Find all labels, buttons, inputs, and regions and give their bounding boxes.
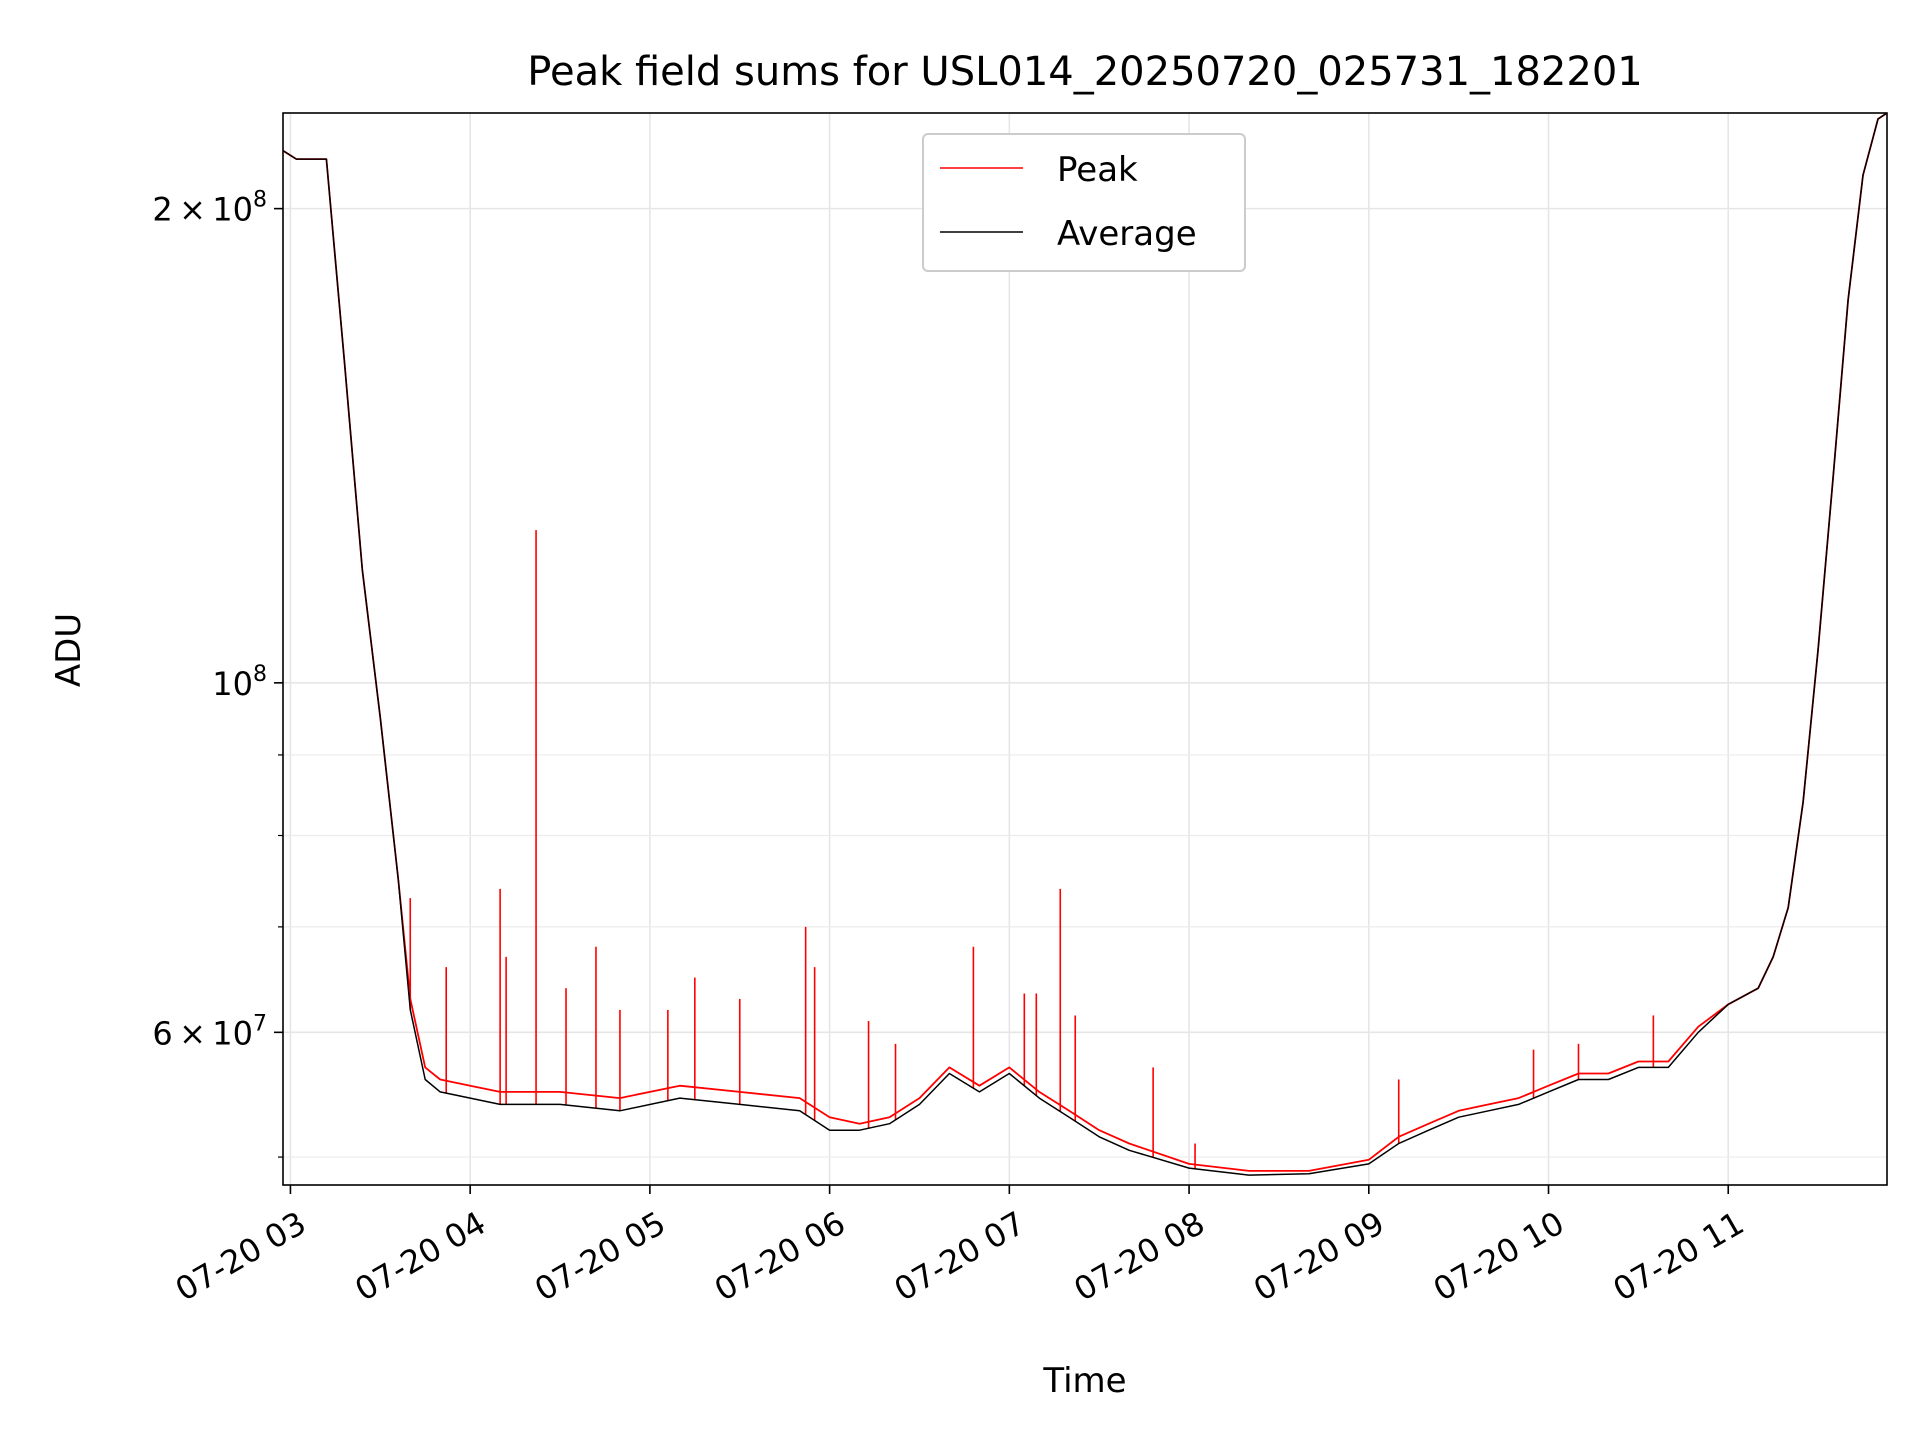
y-axis-label: ADU (49, 613, 89, 687)
y-tick-label: 108 (212, 662, 267, 703)
y-tick-label: 6 × 107 (152, 1011, 267, 1052)
plot-frame (282, 112, 1888, 1186)
legend-label-peak: Peak (1057, 150, 1138, 190)
series-line-average (283, 113, 1887, 1176)
legend: Peak Average (922, 133, 1246, 272)
chart-title: Peak field sums for USL014_20250720_0257… (527, 49, 1642, 95)
x-axis-label: Time (1042, 1361, 1126, 1401)
plot-series (283, 113, 1887, 1176)
y-tick-label: 2 × 108 (152, 188, 267, 229)
legend-label-average: Average (1057, 214, 1197, 254)
